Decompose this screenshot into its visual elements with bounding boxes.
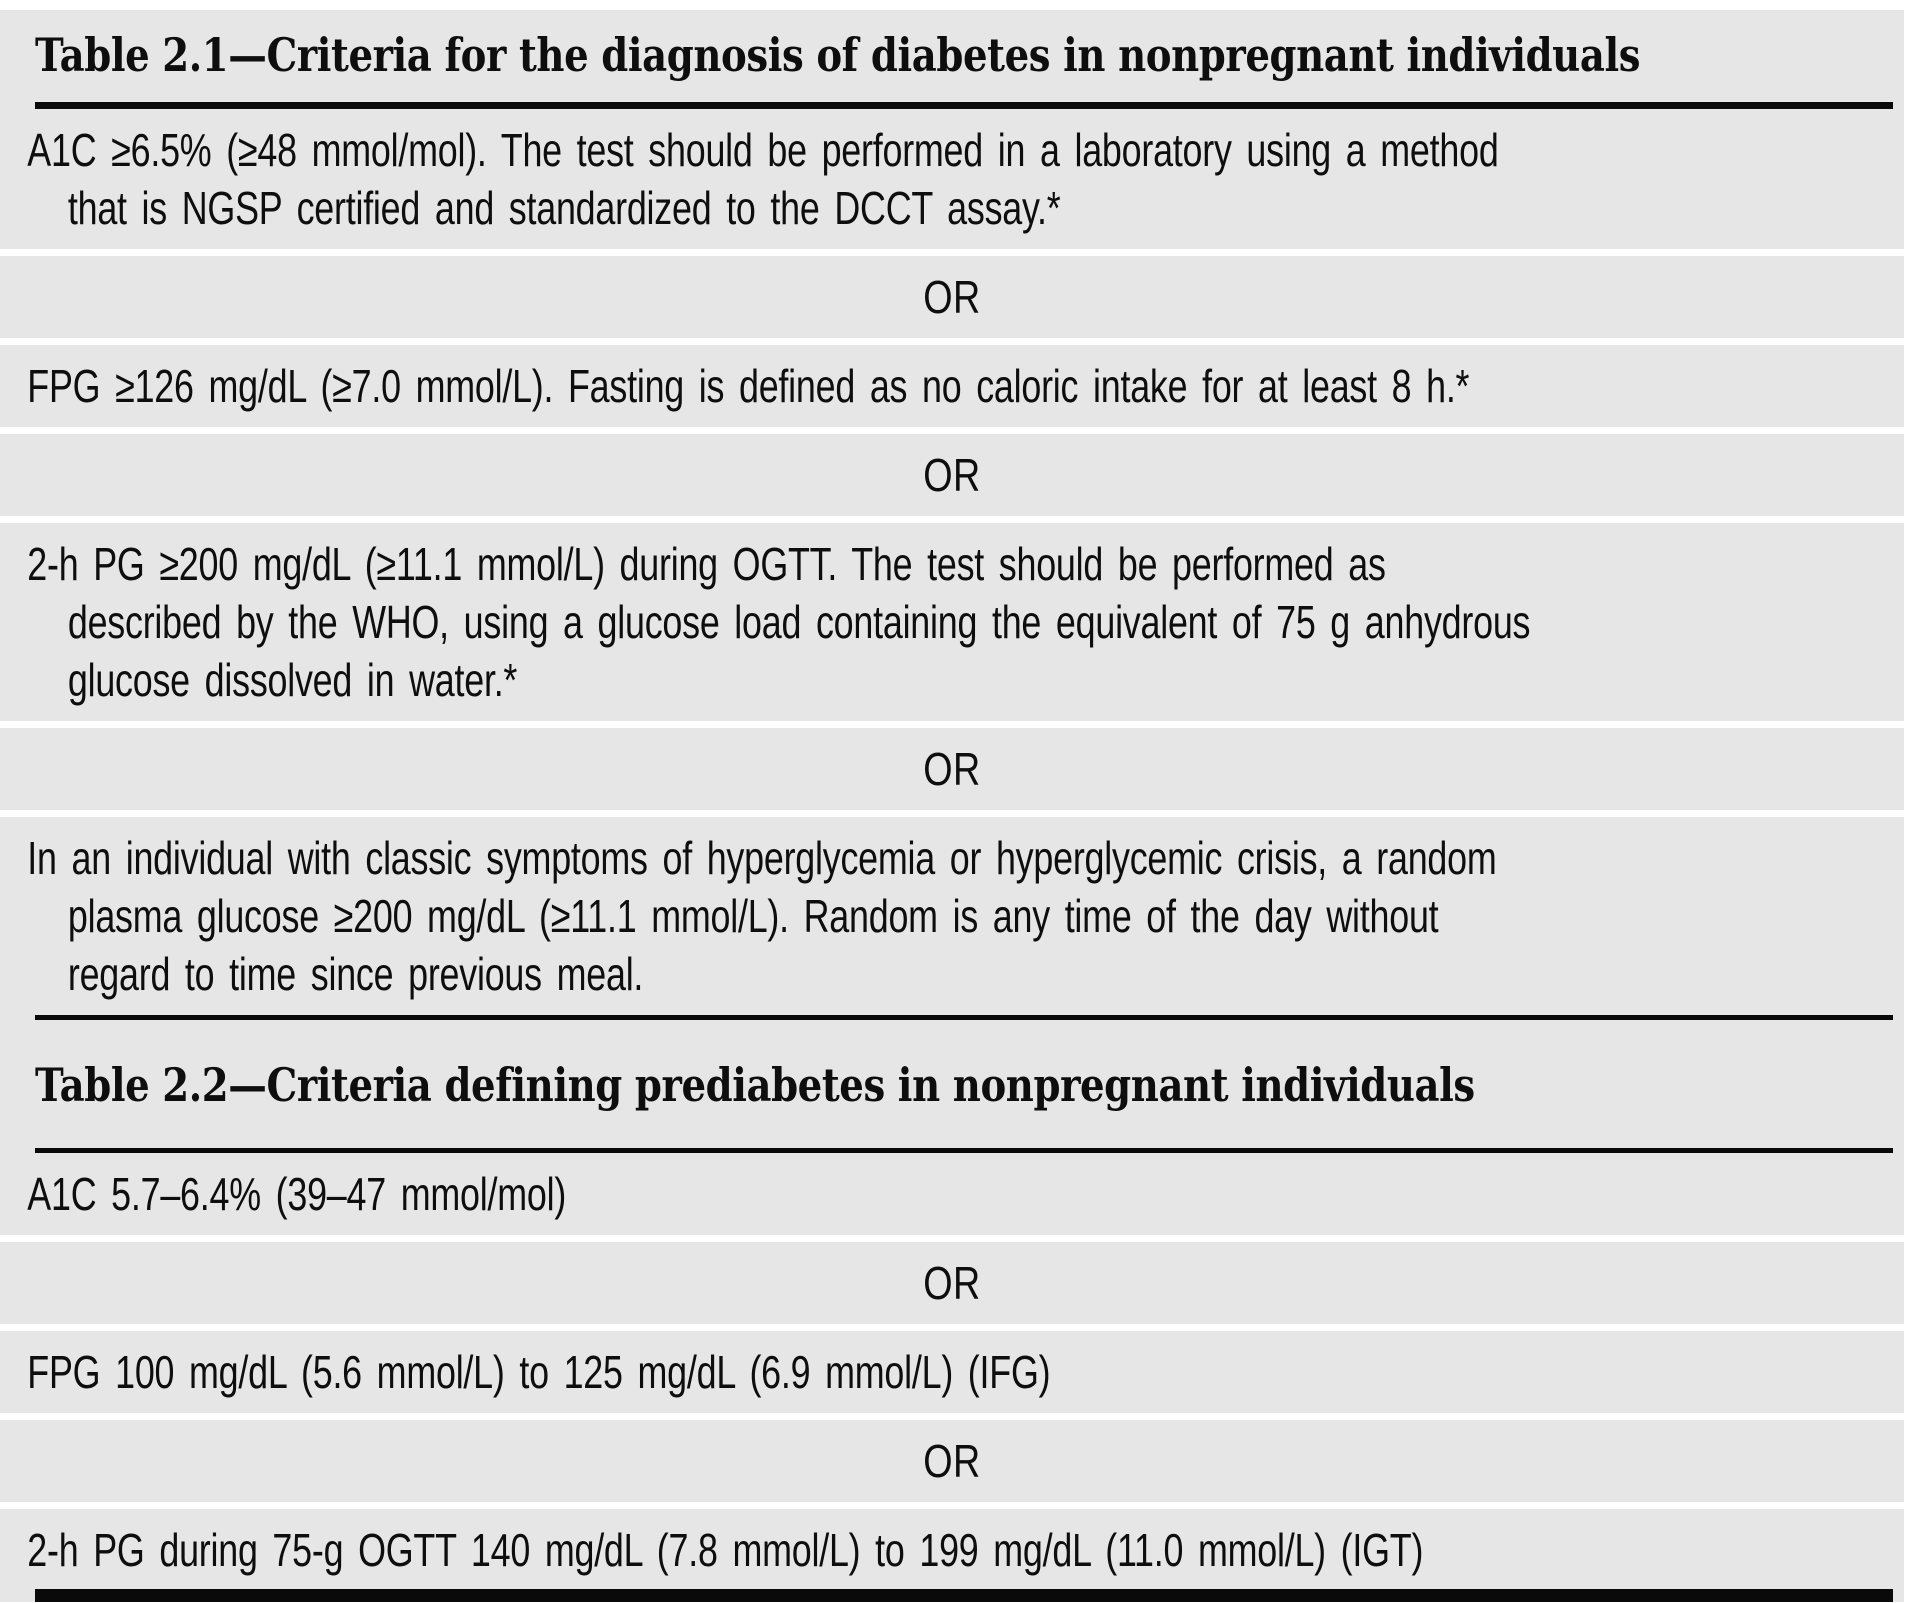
table-2-2-header: Table 2.2—Criteria defining prediabetes … [0,1020,1904,1148]
table-2-1-bottom-rule-wrap [0,1015,1904,1020]
criterion-line: FPG 100 mg/dL (5.6 mmol/L) to 125 mg/dL … [27,1346,1051,1398]
table-2-2: Table 2.2—Criteria defining prediabetes … [0,1020,1904,1602]
criterion-line: that is NGSP certified and standardized … [67,182,1061,234]
criterion-row-a1c-prediabetes: A1C 5.7–6.4% (39–47 mmol/mol) [0,1153,1904,1235]
criterion-line: A1C 5.7–6.4% (39–47 mmol/mol) [27,1168,567,1220]
criterion-line: 2-h PG ≥200 mg/dL (≥11.1 mmol/L) during … [27,538,1386,590]
criterion-line: plasma glucose ≥200 mg/dL (≥11.1 mmol/L)… [67,890,1439,942]
criterion-row-2h-pg: 2-h PG ≥200 mg/dL (≥11.1 mmol/L) during … [0,523,1904,721]
row-separator [0,338,1904,345]
row-separator [0,516,1904,523]
row-separator [0,1235,1904,1242]
criterion-row-random-glucose: In an individual with classic symptoms o… [0,817,1904,1015]
header-rule-wrap [0,1148,1904,1153]
table-2-1-top-rule [35,102,1893,109]
table-2-1: Table 2.1—Criteria for the diagnosis of … [0,10,1904,1020]
or-label: OR [923,271,981,323]
row-separator [0,1413,1904,1420]
criterion-line: regard to time since previous meal. [67,948,644,1000]
or-label: OR [923,1257,981,1309]
or-separator-row: OR [0,728,1904,810]
or-separator-row: OR [0,1242,1904,1324]
table-2-2-top-rule [35,1148,1893,1153]
table-2-1-title: Table 2.1—Criteria for the diagnosis of … [35,28,1641,82]
tables-content: Table 2.1—Criteria for the diagnosis of … [0,10,1904,1602]
or-separator-row: OR [0,434,1904,516]
criterion-line: glucose dissolved in water.* [67,654,518,706]
criterion-line: FPG ≥126 mg/dL (≥7.0 mmol/L). Fasting is… [27,360,1470,412]
row-separator [0,721,1904,728]
criterion-line: 2-h PG during 75-g OGTT 140 mg/dL (7.8 m… [27,1524,1424,1576]
criterion-line: described by the WHO, using a glucose lo… [67,596,1531,648]
criterion-line: A1C ≥6.5% (≥48 mmol/mol). The test shoul… [27,124,1499,176]
criterion-line: In an individual with classic symptoms o… [27,832,1497,884]
table-2-2-title: Table 2.2—Criteria defining prediabetes … [35,1058,1475,1112]
or-label: OR [923,1435,981,1487]
row-separator [0,1324,1904,1331]
table-2-1-header: Table 2.1—Criteria for the diagnosis of … [0,10,1904,102]
criterion-row-ifg: FPG 100 mg/dL (5.6 mmol/L) to 125 mg/dL … [0,1331,1904,1413]
row-separator [0,810,1904,817]
or-label: OR [923,449,981,501]
table-2-1-bottom-rule [35,1015,1893,1020]
row-separator [0,249,1904,256]
row-separator [0,427,1904,434]
header-rule-wrap [0,102,1904,109]
or-separator-row: OR [0,256,1904,338]
criterion-row-a1c: A1C ≥6.5% (≥48 mmol/mol). The test shoul… [0,109,1904,249]
or-separator-row: OR [0,1420,1904,1502]
table-2-2-bottom-rule-wrap [0,1589,1904,1602]
table-2-2-bottom-rule [35,1589,1893,1602]
row-separator [0,1502,1904,1509]
criterion-row-igt: 2-h PG during 75-g OGTT 140 mg/dL (7.8 m… [0,1509,1904,1589]
or-label: OR [923,743,981,795]
criterion-row-fpg: FPG ≥126 mg/dL (≥7.0 mmol/L). Fasting is… [0,345,1904,427]
